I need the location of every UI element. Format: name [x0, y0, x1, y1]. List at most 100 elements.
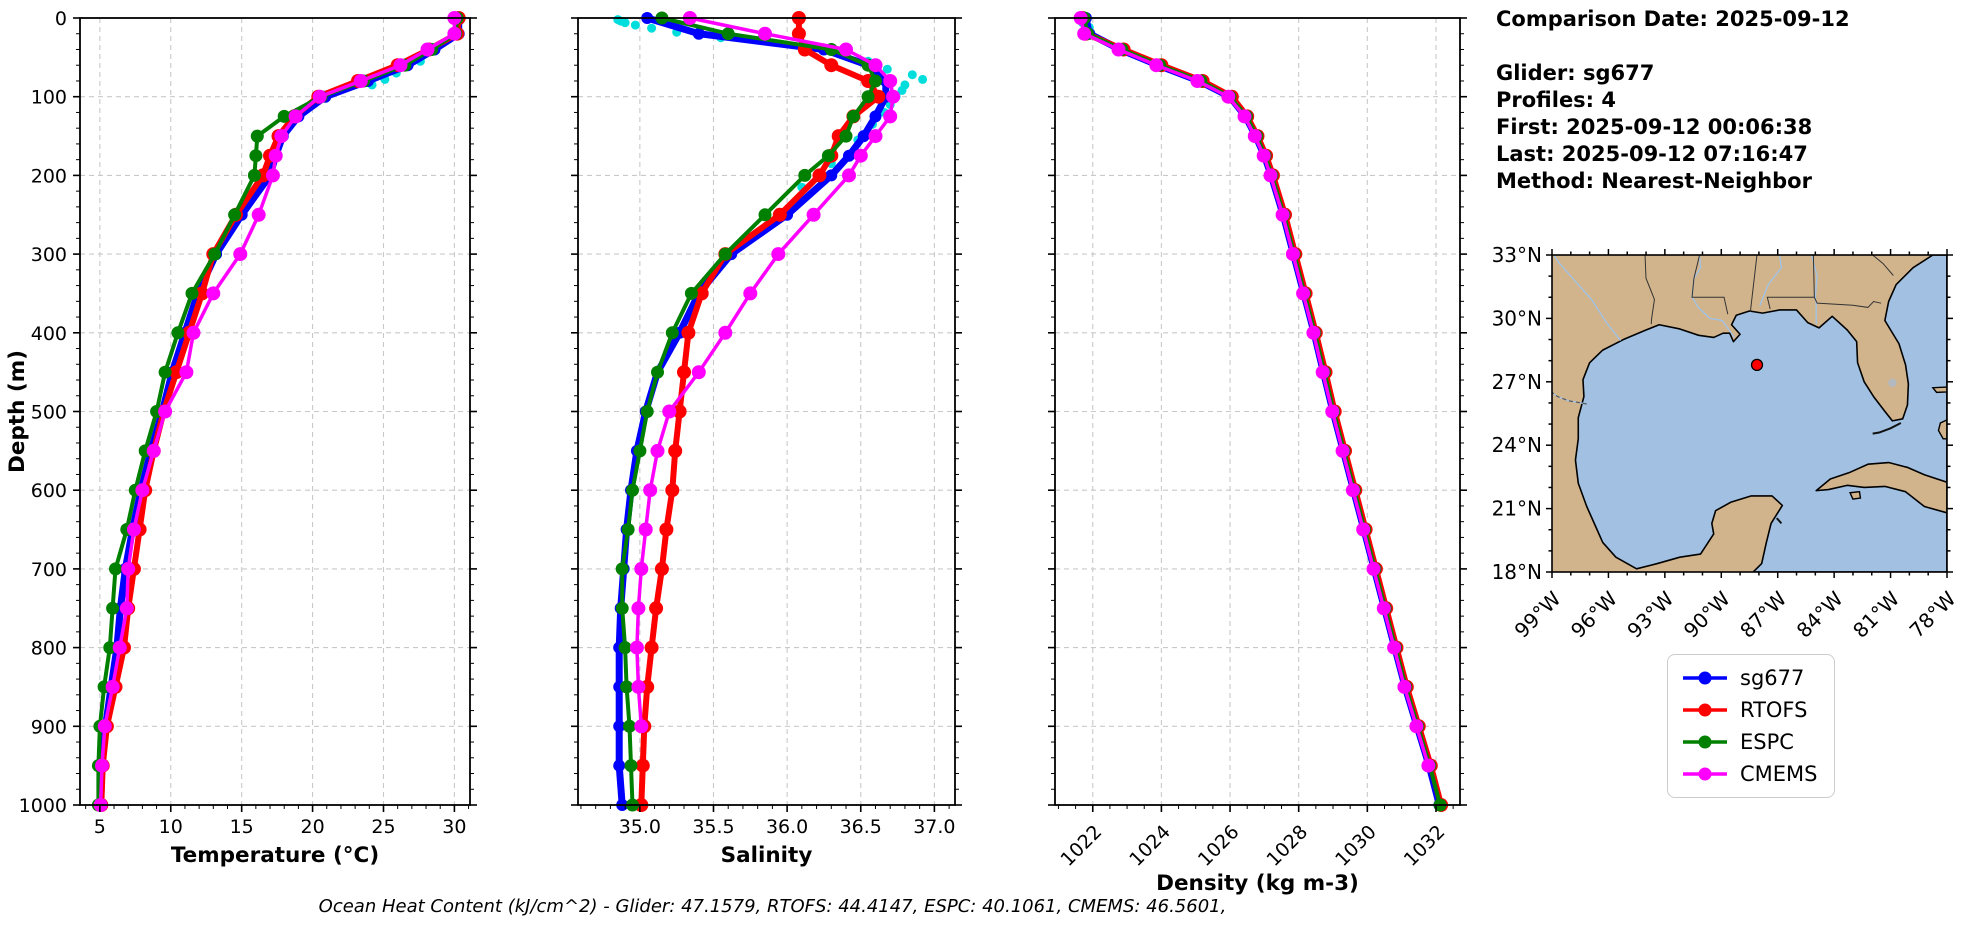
scatter-point: [882, 64, 892, 74]
legend-dot: [1698, 735, 1712, 749]
marker-point: [718, 247, 732, 261]
map-lat-label: 27°N: [1492, 370, 1542, 394]
marker-point: [1263, 168, 1278, 183]
marker-point: [1335, 443, 1350, 458]
marker-point: [103, 641, 117, 655]
marker-point: [249, 149, 263, 163]
y-tick-label: 1000: [19, 795, 67, 817]
marker-point: [650, 443, 665, 458]
map-lat-label: 18°N: [1492, 560, 1542, 584]
marker-point: [274, 129, 289, 144]
map-lon-label: 96°W: [1566, 586, 1622, 642]
marker-point: [662, 404, 677, 419]
marker-point: [869, 110, 882, 123]
x-tick-label: 36.0: [766, 816, 808, 838]
x-tick-label: 1026: [1194, 821, 1244, 871]
axis-ticks: [1048, 17, 1467, 812]
marker-point: [684, 286, 698, 300]
marker-point: [868, 129, 883, 144]
y-tick-label: 100: [31, 87, 67, 109]
marker-point: [1356, 522, 1371, 537]
axis-ticks: [73, 17, 477, 812]
marker-point: [1247, 129, 1262, 144]
marker-point: [694, 286, 709, 301]
marker-point: [659, 522, 674, 537]
marker-point: [420, 42, 435, 57]
legend-key-icon: [1683, 767, 1727, 781]
marker-point: [626, 483, 639, 497]
profile-plots: 5 10 15 20 25 3001002003004005006007008009001…: [5, 8, 1467, 896]
map-geography: [1552, 255, 1947, 572]
marker-point: [677, 365, 691, 380]
marker-point: [353, 74, 368, 88]
marker-point: [105, 679, 120, 694]
marker-point: [169, 365, 184, 380]
marker-point: [1409, 719, 1424, 734]
map-us-mexico-border: [1552, 392, 1587, 404]
series-CMEMS: [1073, 11, 1436, 773]
legend: sg677 RTOFS ESPC CMEMS: [1667, 654, 1835, 798]
map-rivers: [1552, 255, 1817, 404]
marker-point: [825, 169, 838, 182]
marker-point: [186, 325, 201, 340]
marker-point: [95, 758, 109, 773]
x-tick-label: 36.5: [840, 816, 882, 838]
scatter-point: [907, 70, 917, 80]
marker-point: [288, 109, 303, 124]
marker-point: [208, 247, 222, 261]
marker-point: [393, 58, 408, 73]
marker-point: [629, 640, 644, 655]
marker-point: [171, 326, 185, 340]
info-line: Profiles: 4: [1496, 88, 1617, 112]
marker-point: [251, 207, 266, 222]
marker-point: [839, 129, 853, 143]
marker-point: [772, 207, 787, 222]
marker-point: [126, 522, 141, 537]
x-tick-label: 15: [230, 816, 254, 838]
scatter-point: [647, 23, 657, 33]
footer-note: Ocean Heat Content (kJ/cm^2) - Glider: 4…: [318, 896, 1227, 917]
scatter-point: [918, 74, 928, 84]
x-tick-label: 1024: [1125, 821, 1175, 871]
marker-point: [247, 168, 261, 182]
marker-point: [109, 562, 122, 576]
glider-location-marker: [1750, 358, 1764, 372]
marker-point: [843, 149, 855, 162]
map-ticks: [1546, 249, 1953, 578]
legend-dot: [1698, 671, 1712, 685]
map-lon-label: 78°W: [1905, 586, 1961, 642]
marker-point: [233, 247, 248, 262]
subplot-2: 1022 1024 1026 1028 1030 1032 Density (kg m-3): [1048, 11, 1467, 896]
marker-point: [638, 522, 653, 537]
marker-point: [631, 679, 646, 694]
y-tick-label: 900: [31, 716, 67, 738]
marker-point: [857, 130, 870, 143]
y-tick-label: 500: [31, 402, 67, 424]
marker-point: [613, 720, 626, 733]
legend-item-RTOFS: RTOFS: [1681, 698, 1818, 722]
x-axis-label: Density (kg m-3): [1156, 871, 1359, 896]
map-state-borders: [1645, 255, 1893, 324]
marker-point: [1376, 601, 1391, 616]
marker-point: [791, 26, 806, 41]
marker-point: [447, 26, 462, 41]
marker-point: [643, 483, 658, 498]
marker-point: [869, 74, 882, 88]
y-tick-label: 800: [31, 638, 67, 660]
info-line: First: 2025-09-12 00:06:38: [1496, 115, 1813, 139]
x-tick-label: 5: [94, 816, 106, 838]
marker-point: [1366, 561, 1381, 576]
map-lon-label: 87°W: [1735, 586, 1791, 642]
marker-point: [665, 326, 679, 340]
legend-label: RTOFS: [1740, 698, 1808, 722]
marker-point: [743, 286, 758, 301]
marker-point: [1190, 74, 1205, 88]
x-tick-label: 30: [442, 816, 466, 838]
map-lat-label: 33°N: [1492, 243, 1542, 267]
map-lat-label: 30°N: [1492, 306, 1542, 330]
marker-point: [883, 109, 898, 124]
marker-point: [1296, 286, 1311, 301]
marker-point: [1306, 325, 1321, 340]
info-line: [1496, 33, 1850, 60]
